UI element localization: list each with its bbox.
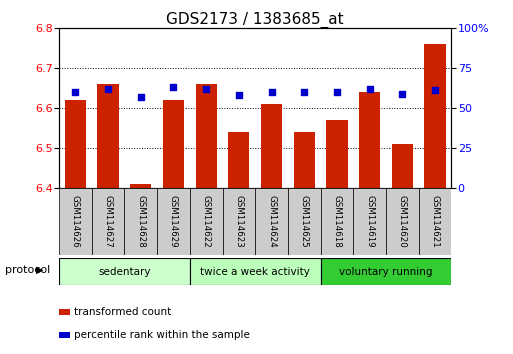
Bar bbox=[65, 100, 86, 188]
Bar bbox=[255, 188, 288, 255]
Bar bbox=[59, 188, 92, 255]
Point bbox=[235, 92, 243, 98]
Bar bbox=[163, 100, 184, 188]
Text: transformed count: transformed count bbox=[74, 307, 172, 318]
Bar bbox=[419, 188, 451, 255]
Bar bbox=[359, 92, 380, 188]
Bar bbox=[321, 188, 353, 255]
Text: sedentary: sedentary bbox=[98, 267, 151, 277]
Point bbox=[169, 85, 177, 90]
Text: voluntary running: voluntary running bbox=[339, 267, 433, 277]
Bar bbox=[424, 44, 446, 188]
Text: GSM114626: GSM114626 bbox=[71, 195, 80, 248]
Point bbox=[431, 88, 439, 93]
Text: GSM114621: GSM114621 bbox=[430, 195, 440, 248]
Text: GSM114627: GSM114627 bbox=[104, 195, 112, 248]
Bar bbox=[321, 258, 451, 285]
Point bbox=[104, 86, 112, 92]
Bar bbox=[157, 188, 190, 255]
Bar bbox=[288, 188, 321, 255]
Bar bbox=[223, 188, 255, 255]
Point bbox=[136, 94, 145, 100]
Text: protocol: protocol bbox=[5, 265, 50, 275]
Bar bbox=[353, 188, 386, 255]
Bar bbox=[392, 144, 413, 188]
Text: percentile rank within the sample: percentile rank within the sample bbox=[74, 330, 250, 340]
Text: GSM114629: GSM114629 bbox=[169, 195, 178, 247]
Text: GSM114623: GSM114623 bbox=[234, 195, 243, 248]
Bar bbox=[195, 84, 217, 188]
Text: GSM114624: GSM114624 bbox=[267, 195, 276, 248]
Text: GSM114628: GSM114628 bbox=[136, 195, 145, 248]
Point bbox=[71, 89, 80, 95]
Text: GSM114622: GSM114622 bbox=[202, 195, 211, 248]
Point bbox=[398, 91, 406, 97]
Bar bbox=[326, 120, 348, 188]
Bar bbox=[293, 132, 315, 188]
Bar bbox=[190, 258, 321, 285]
Text: ▶: ▶ bbox=[36, 265, 44, 275]
Bar bbox=[124, 188, 157, 255]
Point bbox=[366, 86, 374, 92]
Title: GDS2173 / 1383685_at: GDS2173 / 1383685_at bbox=[166, 12, 344, 28]
Text: GSM114619: GSM114619 bbox=[365, 195, 374, 247]
Bar bbox=[190, 188, 223, 255]
Bar bbox=[228, 132, 249, 188]
Bar bbox=[97, 84, 119, 188]
Point bbox=[300, 89, 308, 95]
Text: GSM114620: GSM114620 bbox=[398, 195, 407, 248]
Bar bbox=[261, 104, 282, 188]
Text: GSM114625: GSM114625 bbox=[300, 195, 309, 248]
Point bbox=[267, 89, 275, 95]
Point bbox=[202, 86, 210, 92]
Bar bbox=[386, 188, 419, 255]
Text: GSM114618: GSM114618 bbox=[332, 195, 342, 248]
Bar bbox=[92, 188, 125, 255]
Point bbox=[333, 89, 341, 95]
Bar bbox=[59, 258, 190, 285]
Bar bbox=[130, 184, 151, 188]
Text: twice a week activity: twice a week activity bbox=[200, 267, 310, 277]
